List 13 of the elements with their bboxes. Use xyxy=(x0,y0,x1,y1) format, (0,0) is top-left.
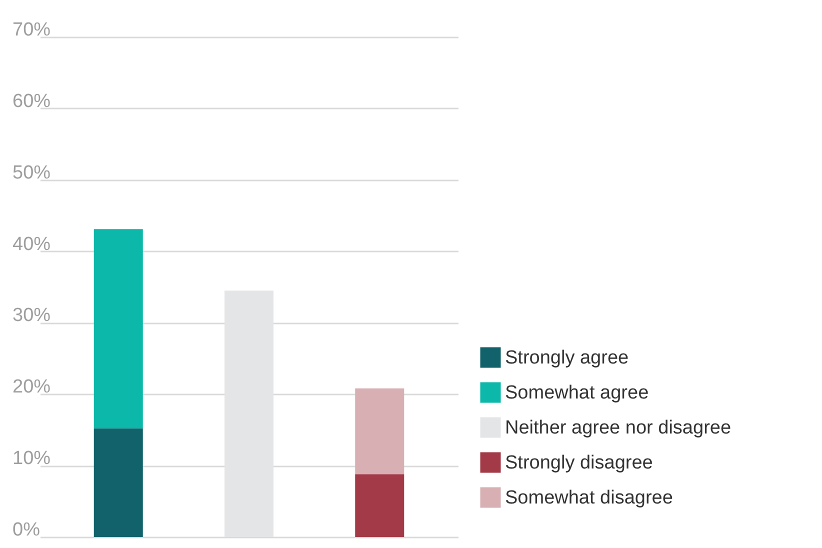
y-tick-label: 50% xyxy=(12,162,51,184)
y-tick-label: 10% xyxy=(12,448,51,470)
y-tick-label: 60% xyxy=(12,90,51,112)
y-tick-label: 0% xyxy=(12,520,40,540)
legend-label: Neither agree nor disagree xyxy=(505,418,732,438)
y-tick-label: 20% xyxy=(12,376,51,398)
legend-label: Strongly disagree xyxy=(505,452,653,474)
y-tick-label: 70% xyxy=(12,20,51,40)
y-tick-label: 40% xyxy=(12,234,51,255)
legend-label: Somewhat disagree xyxy=(505,488,673,508)
y-tick-label: 30% xyxy=(12,305,51,326)
legend-label: Somewhat agree xyxy=(505,382,649,404)
legend-label: Strongly agree xyxy=(505,348,629,368)
